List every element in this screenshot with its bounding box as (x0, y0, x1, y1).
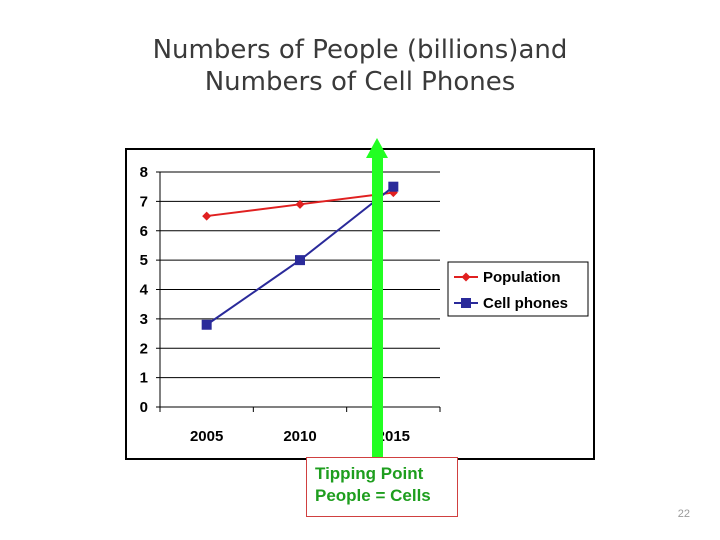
tipping-point-callout: Tipping Point People = Cells (306, 457, 458, 517)
legend-label: Population (483, 269, 561, 286)
y-tick-label: 0 (140, 399, 148, 416)
slide-title-line-1: Numbers of People (billions)and (152, 35, 568, 65)
legend-diamond-marker (461, 272, 471, 282)
legend-square-marker (461, 298, 471, 308)
legend-label: Cell phones (483, 295, 568, 312)
y-tick-label: 3 (140, 311, 148, 328)
page-number: 22 (677, 508, 690, 520)
y-tick-label: 1 (140, 370, 148, 387)
tipping-point-arrow-shaft (372, 156, 383, 461)
cell-phones-point (201, 319, 212, 330)
x-tick-label: 2005 (190, 428, 223, 445)
x-tick-label: 2015 (377, 428, 410, 445)
x-tick-label: 2010 (283, 428, 316, 445)
callout-line-1: Tipping Point (315, 464, 424, 483)
population-point (202, 211, 212, 221)
y-tick-label: 4 (140, 282, 149, 299)
tipping-point-arrow-head (366, 138, 388, 158)
cell-phones-point (388, 181, 399, 192)
y-tick-label: 2 (140, 340, 148, 357)
callout-line-2: People = Cells (315, 486, 431, 505)
population-point (295, 199, 305, 209)
y-tick-label: 5 (140, 252, 148, 269)
slide-title: Numbers of People (billions)and Numbers … (0, 34, 720, 98)
cell-phones-point (295, 255, 305, 266)
y-tick-label: 8 (140, 164, 148, 181)
legend-box (447, 261, 589, 317)
y-tick-label: 7 (140, 193, 148, 210)
y-tick-label: 6 (140, 223, 148, 240)
slide-title-line-2: Numbers of Cell Phones (204, 67, 516, 97)
